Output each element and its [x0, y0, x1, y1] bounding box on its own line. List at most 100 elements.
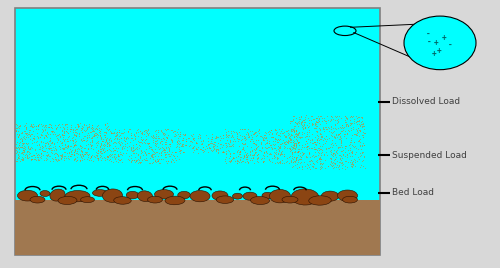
Point	[110, 148, 118, 152]
Point	[101, 132, 109, 137]
Point	[354, 126, 362, 130]
Point	[106, 138, 114, 142]
Point	[158, 145, 166, 150]
Point	[15, 149, 23, 154]
Point	[24, 155, 32, 159]
Point	[248, 156, 256, 160]
Point	[352, 113, 360, 118]
Point	[133, 158, 141, 162]
Point	[128, 133, 136, 137]
Point	[134, 161, 141, 165]
Point	[18, 145, 26, 149]
Ellipse shape	[262, 192, 273, 199]
Point	[212, 149, 220, 154]
Point	[316, 128, 324, 132]
Point	[71, 142, 79, 146]
Point	[143, 141, 151, 145]
Point	[297, 121, 305, 125]
Point	[302, 139, 310, 143]
Point	[114, 139, 122, 144]
Point	[356, 143, 364, 147]
Point	[36, 135, 44, 139]
Point	[52, 136, 60, 140]
Point	[18, 158, 26, 163]
Point	[114, 153, 122, 158]
Point	[276, 160, 284, 164]
Point	[173, 130, 181, 135]
Point	[308, 121, 316, 125]
Point	[132, 142, 140, 146]
Point	[261, 142, 269, 146]
Point	[310, 162, 318, 166]
Point	[346, 146, 354, 150]
Point	[108, 131, 116, 135]
Point	[171, 150, 179, 154]
Point	[270, 156, 278, 161]
Point	[292, 157, 300, 162]
Point	[26, 134, 34, 138]
Point	[330, 135, 338, 139]
Point	[58, 146, 66, 150]
Point	[60, 144, 68, 149]
Point	[114, 157, 122, 161]
Point	[304, 116, 312, 120]
Point	[42, 134, 50, 138]
Point	[142, 128, 150, 132]
Point	[277, 152, 285, 156]
Point	[68, 130, 76, 134]
Point	[330, 151, 338, 156]
Point	[358, 122, 366, 126]
Point	[306, 140, 314, 144]
Point	[106, 136, 114, 140]
Point	[67, 126, 75, 131]
Point	[250, 132, 258, 136]
Point	[322, 146, 330, 151]
Point	[140, 157, 148, 162]
Point	[328, 164, 336, 168]
Point	[100, 148, 108, 152]
Point	[318, 147, 326, 152]
Point	[316, 132, 324, 136]
Point	[354, 157, 362, 161]
Point	[61, 154, 69, 158]
Point	[257, 140, 265, 144]
Point	[284, 128, 292, 132]
Point	[88, 123, 96, 128]
Point	[312, 120, 320, 124]
Point	[32, 151, 40, 155]
Point	[229, 156, 237, 160]
Point	[301, 120, 309, 124]
Point	[12, 145, 20, 149]
Point	[24, 153, 32, 157]
Point	[203, 146, 211, 151]
Point	[39, 149, 47, 153]
Point	[173, 142, 181, 146]
Point	[110, 156, 118, 161]
Point	[161, 148, 169, 152]
Point	[77, 137, 85, 141]
Point	[64, 143, 72, 148]
Point	[284, 131, 292, 135]
Point	[180, 132, 188, 136]
Point	[260, 159, 268, 163]
Point	[358, 122, 366, 126]
Point	[297, 122, 305, 126]
Point	[296, 155, 304, 159]
Point	[190, 145, 198, 149]
Point	[298, 150, 306, 154]
Point	[206, 146, 214, 150]
Point	[208, 137, 216, 142]
Point	[312, 140, 320, 144]
Point	[352, 144, 360, 148]
Point	[97, 143, 105, 148]
Point	[348, 158, 356, 162]
Point	[255, 126, 263, 131]
Point	[14, 153, 22, 158]
Point	[42, 133, 50, 137]
Point	[83, 127, 91, 131]
Point	[244, 151, 252, 155]
Point	[17, 136, 25, 140]
Point	[70, 150, 78, 154]
Point	[342, 124, 350, 128]
Point	[290, 130, 298, 134]
